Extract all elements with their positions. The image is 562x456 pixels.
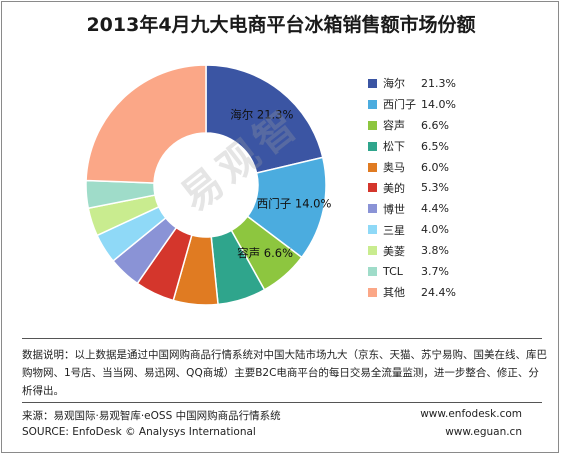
legend-item-10: 其他 24.4%	[368, 282, 548, 303]
legend-item-4: 奥马 6.0%	[368, 157, 548, 178]
legend-name-1: 西门子	[383, 98, 416, 112]
legend-swatch-2	[368, 120, 377, 130]
slice-label-0: 海尔 21.3%	[230, 107, 293, 121]
legend-swatch-9	[368, 266, 377, 276]
legend-value-10: 24.4%	[421, 285, 456, 299]
slice-label-2: 容声 6.6%	[237, 246, 293, 260]
legend-name-5: 美的	[383, 181, 405, 195]
legend-value-6: 4.4%	[421, 202, 449, 216]
legend-name-9: TCL	[383, 264, 403, 278]
footer-website-enfodesk[interactable]: www.enfodesk.com	[420, 408, 522, 420]
legend-value-8: 3.8%	[421, 244, 449, 258]
legend-value-9: 3.7%	[421, 264, 449, 278]
chart-title: 2013年4月九大电商平台冰箱销售额市场份额	[86, 14, 476, 36]
footer-source-en: SOURCE: EnfoDesk © Analysys Internationa…	[22, 426, 256, 438]
legend-name-2: 容声	[383, 119, 405, 133]
legend-item-6: 博世 4.4%	[368, 198, 548, 219]
legend-value-1: 14.0%	[421, 97, 456, 111]
legend-swatch-0	[368, 78, 377, 88]
legend-item-7: 三星 4.0%	[368, 219, 548, 240]
legend-item-2: 容声 6.6%	[368, 115, 548, 136]
legend-name-0: 海尔	[383, 77, 405, 91]
legend-swatch-6	[368, 204, 377, 214]
legend-item-3: 松下 6.5%	[368, 136, 548, 157]
legend-name-4: 奥马	[383, 161, 405, 174]
chart-legend: 海尔 21.3% 西门子 14.0% 容声 6.6% 松下 6.5% 奥马 6.0% 美的 5.3% 博…	[368, 73, 548, 303]
donut-slices	[85, 64, 327, 306]
legend-name-10: 其他	[383, 286, 405, 300]
legend-swatch-1	[368, 99, 377, 109]
legend-value-2: 6.6%	[421, 118, 449, 132]
legend-swatch-7	[368, 225, 377, 235]
legend-item-9: TCL 3.7%	[368, 261, 548, 282]
legend-name-3: 松下	[383, 140, 405, 154]
legend-item-5: 美的 5.3%	[368, 177, 548, 198]
footer-source-cn: 来源：易观国际·易观智库·eOSS 中国网购商品行情系统	[22, 410, 281, 422]
legend-value-3: 6.5%	[421, 139, 449, 153]
donut-slice-labels: 海尔 21.3% 西门子 14.0% 容声 6.6%	[230, 107, 331, 259]
legend-value-7: 4.0%	[421, 223, 449, 237]
footer-website-eguan[interactable]: www.eguan.cn	[445, 426, 522, 438]
legend-name-6: 博世	[383, 202, 405, 216]
legend-swatch-3	[368, 141, 377, 151]
legend-name-7: 三星	[383, 223, 405, 237]
legend-value-5: 5.3%	[421, 181, 449, 195]
legend-swatch-5	[368, 183, 377, 193]
legend-value-4: 6.0%	[421, 160, 449, 174]
legend-swatch-8	[368, 246, 377, 256]
legend-item-8: 美菱 3.8%	[368, 240, 548, 261]
note-divider-top	[22, 338, 542, 339]
legend-item-1: 西门子 14.0%	[368, 94, 548, 115]
donut-slice-0	[205, 64, 324, 174]
donut-slice-10	[85, 64, 207, 184]
slice-label-1: 西门子 14.0%	[257, 197, 332, 211]
data-note: 数据说明：以上数据是通过中国网购商品行情系统对中国大陆市场九大（京东、天猫、苏宁…	[22, 349, 547, 397]
footer-divider	[22, 402, 542, 403]
legend-name-8: 美菱	[383, 244, 405, 258]
legend-value-0: 21.3%	[421, 76, 456, 90]
legend-swatch-10	[368, 287, 377, 297]
legend-swatch-4	[368, 162, 377, 172]
legend-item-0: 海尔 21.3%	[368, 73, 548, 94]
